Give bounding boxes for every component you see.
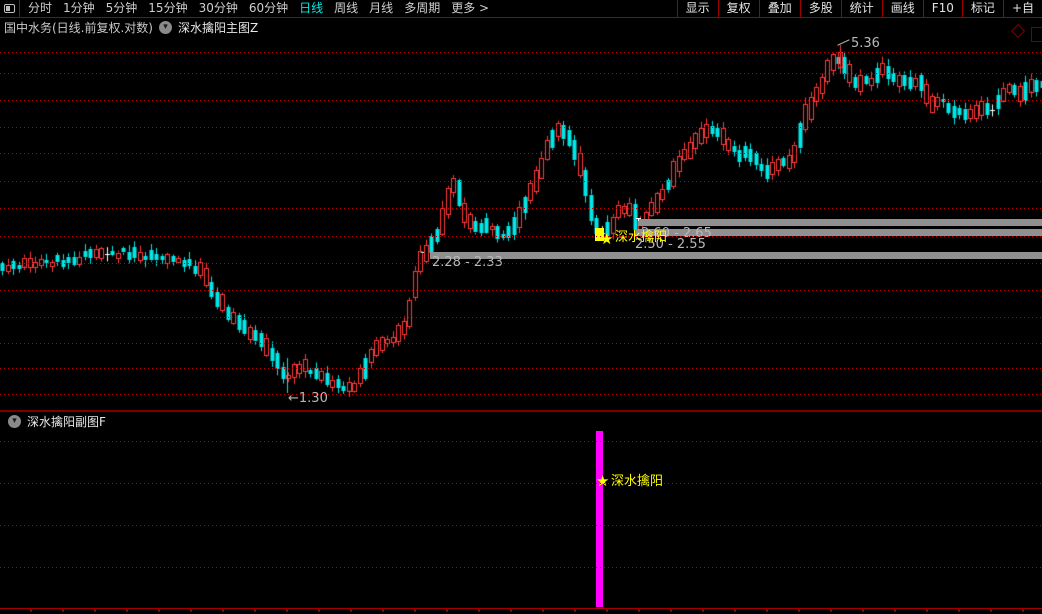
tab-30min[interactable]: 30分钟 xyxy=(198,1,238,15)
buy-signal-label: 深水擒阳 xyxy=(615,230,668,245)
tab-5min[interactable]: 5分钟 xyxy=(105,1,138,15)
zone-mid-label: 2.50 - 2.55 xyxy=(635,237,706,252)
layout-icon-glyph xyxy=(4,4,15,13)
gridline xyxy=(0,181,1042,182)
gridline xyxy=(0,73,1042,74)
btn-display[interactable]: 显示 xyxy=(676,0,718,17)
tab-monthly[interactable]: 月线 xyxy=(369,1,394,15)
buy-signal-star-icon: ★ xyxy=(600,230,614,248)
sub-panel-header: ▾ 深水擒阳副图F xyxy=(0,412,1042,430)
gridline xyxy=(0,290,1042,291)
gridline xyxy=(0,263,1042,264)
gridline xyxy=(0,441,1042,442)
btn-adjust[interactable]: 复权 xyxy=(717,0,759,17)
main-indicator-name: 深水擒阳主图Z xyxy=(178,20,259,35)
period-tabs: 分时 1分钟 5分钟 15分钟 30分钟 60分钟 日线 周线 月线 多周期 更… xyxy=(20,0,489,17)
tab-multi-period[interactable]: 多周期 xyxy=(404,1,441,15)
zone-high-label: 2.60 - 2.65 xyxy=(641,226,712,241)
btn-f10[interactable]: F10 xyxy=(922,0,962,17)
sub-signal-label: 深水擒阳 xyxy=(611,474,664,489)
gridline xyxy=(0,236,1042,237)
main-chart[interactable]: 5.36 2.60 - 2.65 2.50 - 2.55 - 2.28 - 2.… xyxy=(0,36,1042,410)
tab-daily[interactable]: 日线 xyxy=(299,1,324,15)
signal-candle-yellow xyxy=(595,228,604,241)
toolbar: 分时 1分钟 5分钟 15分钟 30分钟 60分钟 日线 周线 月线 多周期 更… xyxy=(0,0,1042,18)
gridline xyxy=(0,208,1042,209)
time-axis-ticks xyxy=(0,609,1042,612)
btn-mark[interactable]: 标记 xyxy=(961,0,1003,17)
resistance-zone-bar-mid xyxy=(636,229,1042,236)
panel-divider xyxy=(0,410,1042,412)
resistance-zone-bar-high xyxy=(638,219,1042,226)
btn-add-watch[interactable]: +自 xyxy=(1002,0,1042,17)
tab-60min[interactable]: 60分钟 xyxy=(248,1,289,15)
gridline xyxy=(0,52,1042,53)
btn-overlay[interactable]: 叠加 xyxy=(758,0,800,17)
gridline xyxy=(0,394,1042,395)
signal-bar-magenta xyxy=(596,431,603,607)
chevron-down-icon[interactable]: ▾ xyxy=(8,414,21,428)
sub-signal-star-icon: ★ xyxy=(596,472,610,490)
gridline xyxy=(0,525,1042,526)
gridline xyxy=(0,368,1042,369)
zone-dash-mark: - xyxy=(420,245,425,260)
gridline xyxy=(0,153,1042,154)
zone-tick-mark xyxy=(638,218,639,221)
tab-15min[interactable]: 15分钟 xyxy=(148,1,188,15)
btn-multistock[interactable]: 多股 xyxy=(799,0,841,17)
btn-stats[interactable]: 统计 xyxy=(840,0,882,17)
resistance-zone-bar-low xyxy=(430,252,1042,259)
stock-title: 国中水务(日线.前复权.对数) xyxy=(4,20,153,35)
tab-fenshi[interactable]: 分时 xyxy=(28,1,53,15)
layout-icon[interactable] xyxy=(0,0,20,17)
gridline xyxy=(0,127,1042,128)
tab-weekly[interactable]: 周线 xyxy=(334,1,359,15)
main-panel-header: 国中水务(日线.前复权.对数) ▾ 深水擒阳主图Z xyxy=(0,18,1042,36)
gridline xyxy=(0,483,1042,484)
sub-chart[interactable]: ★ 深水擒阳 xyxy=(0,430,1042,608)
toolbar-right-menu: 显示 复权 叠加 多股 统计 画线 F10 标记 +自 xyxy=(676,0,1042,17)
gridline xyxy=(0,317,1042,318)
tab-1min[interactable]: 1分钟 xyxy=(63,1,95,15)
high-price-label: 5.36 xyxy=(851,36,880,51)
gridline xyxy=(0,343,1042,344)
chevron-down-icon[interactable]: ▾ xyxy=(159,20,172,34)
gridline xyxy=(0,567,1042,568)
zone-low-label: 2.28 - 2.33 xyxy=(432,255,503,270)
tab-more[interactable]: 更多 > xyxy=(451,1,490,15)
sub-indicator-name: 深水擒阳副图F xyxy=(27,414,106,429)
corner-square-icon xyxy=(1031,27,1042,42)
btn-drawline[interactable]: 画线 xyxy=(881,0,923,17)
gridline xyxy=(0,100,1042,101)
time-axis xyxy=(0,608,1042,614)
